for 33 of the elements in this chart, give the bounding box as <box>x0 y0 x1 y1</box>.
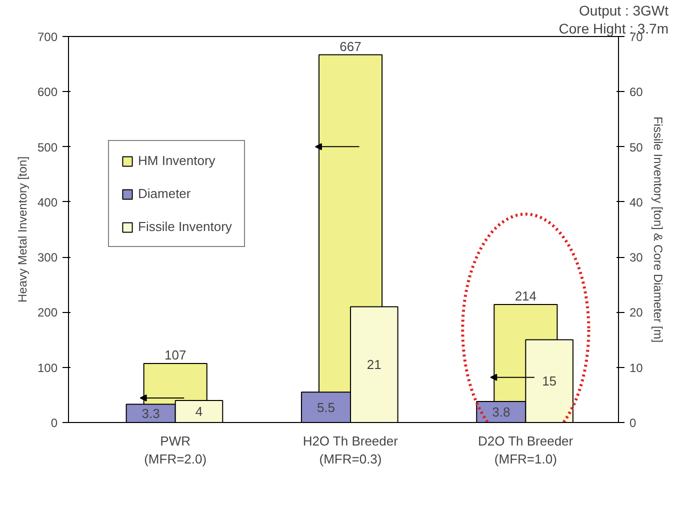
y2-tick-label: 50 <box>630 140 644 154</box>
data-label: 3.8 <box>492 404 510 420</box>
data-label: 3.3 <box>142 406 160 421</box>
x-tick-label: D2O Th Breeder (MFR=1.0) <box>478 434 574 466</box>
y-tick-label: 600 <box>37 85 58 100</box>
data-label: 5.5 <box>316 400 336 415</box>
y2-axis-title: Fissile Inventory [ton] & Core Diameter [m] <box>650 116 665 343</box>
data-label: 21 <box>366 357 382 372</box>
data-label: 4 <box>195 404 203 419</box>
text: Output : 3GWt <box>579 2 669 18</box>
legend-label: Fissile Inventory <box>138 219 232 234</box>
y-tick-label: 300 <box>37 250 58 265</box>
y-tick-label: 700 <box>37 30 58 44</box>
y2-tick-label: 0 <box>630 416 636 430</box>
legend-label: HM Inventory <box>138 153 216 168</box>
legend-label: Diameter <box>138 186 191 201</box>
y-tick-label: 200 <box>37 306 58 320</box>
x-tick-label: PWR (MFR=2.0) <box>144 434 207 466</box>
y-axis-title: Heavy Metal Inventory [ton] <box>15 156 30 303</box>
y2-tick-label: 20 <box>630 306 644 320</box>
y-tick-label: 500 <box>37 140 58 154</box>
data-label: 107 <box>164 348 186 363</box>
y-tick-label: 400 <box>37 195 58 210</box>
y2-tick-label: 30 <box>630 250 644 265</box>
y2-tick-label: 40 <box>630 195 644 210</box>
x-tick-label: H2O Th Breeder (MFR=0.3) <box>302 434 399 466</box>
y-tick-label: 0 <box>50 416 58 430</box>
data-label: 15 <box>542 374 557 389</box>
y2-tick-label: 60 <box>630 85 644 100</box>
y-tick-label: 100 <box>37 360 58 375</box>
data-label: 214 <box>514 288 537 304</box>
data-label: 667 <box>340 38 362 54</box>
y2-tick-label: 10 <box>630 360 644 375</box>
